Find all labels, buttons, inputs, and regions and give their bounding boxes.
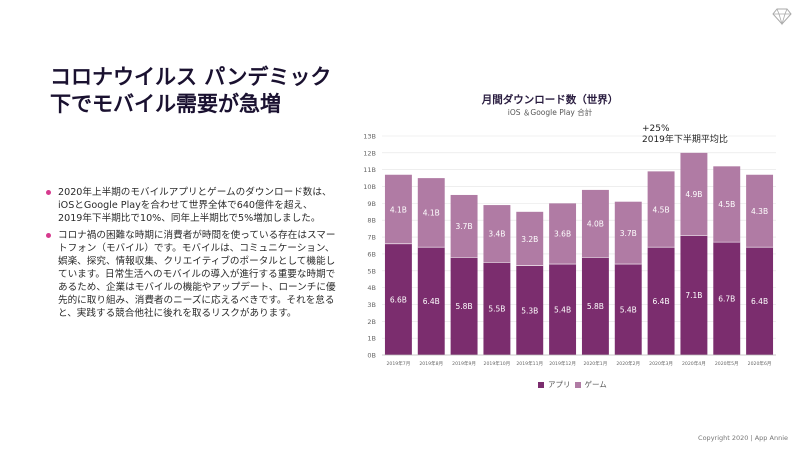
legend-swatch-game xyxy=(574,381,581,388)
slide-title-line1: コロナウイルス パンデミック xyxy=(50,65,332,89)
bar-app xyxy=(516,265,544,355)
y-tick-label: 1B xyxy=(367,335,376,343)
data-label-app: 6.4B xyxy=(751,297,768,306)
bar-game xyxy=(417,178,445,248)
y-tick-label: 3B xyxy=(367,301,376,309)
y-tick-label: 8B xyxy=(367,217,376,225)
x-tick-label: 2020年4月 xyxy=(682,360,706,367)
bar-app xyxy=(384,243,412,355)
bar-app xyxy=(450,257,478,355)
bar-game xyxy=(581,189,609,258)
slide-title-line2: 下でモバイル需要が急増 xyxy=(50,92,281,116)
data-label-game: 4.3B xyxy=(751,207,768,216)
bullet-item: 2020年上半期のモバイルアプリとゲームのダウンロード数は、iOSとGoogle… xyxy=(46,186,336,225)
data-label-game: 3.2B xyxy=(521,235,538,244)
data-label-game: 4.5B xyxy=(653,205,670,214)
x-tick-label: 2020年5月 xyxy=(715,360,739,367)
y-tick-label: 10B xyxy=(363,183,376,191)
x-tick-label: 2020年3月 xyxy=(649,360,673,367)
bar-app xyxy=(549,264,577,355)
bar-game xyxy=(516,211,544,266)
annotation-percent: +25% xyxy=(642,124,670,134)
legend-swatch-app xyxy=(538,381,544,388)
y-tick-label: 7B xyxy=(367,234,376,242)
x-tick-label: 2019年9月 xyxy=(452,360,476,367)
data-label-app: 6.6B xyxy=(390,295,407,304)
data-label-app: 6.7B xyxy=(718,295,735,304)
bar-app xyxy=(614,264,642,355)
data-label-app: 5.8B xyxy=(456,302,473,311)
y-tick-label: 5B xyxy=(367,267,376,275)
x-tick-label: 2019年8月 xyxy=(419,360,443,367)
bar-game xyxy=(713,166,741,243)
y-tick-label: 4B xyxy=(367,284,376,292)
data-label-game: 4.0B xyxy=(587,220,604,229)
bullet-item: コロナ禍の困難な時期に消費者が時間を使っている存在はスマートフォン（モバイル）で… xyxy=(46,229,336,320)
data-label-game: 4.9B xyxy=(685,190,702,199)
bar-game xyxy=(647,171,675,248)
legend-label-game: ゲーム xyxy=(584,380,607,389)
bar-game xyxy=(384,174,412,244)
bar-app xyxy=(746,247,774,355)
data-label-app: 5.4B xyxy=(554,306,571,315)
x-tick-label: 2019年7月 xyxy=(387,360,411,367)
data-label-game: 4.1B xyxy=(423,209,440,218)
x-tick-label: 2019年12月 xyxy=(549,360,576,367)
data-label-app: 6.4B xyxy=(423,297,440,306)
chart-annotation: +25% 2019年下半期平均比 xyxy=(642,124,762,146)
x-tick-label: 2019年11月 xyxy=(516,360,543,367)
copyright: Copyright 2020 | App Annie xyxy=(698,434,788,442)
y-tick-label: 11B xyxy=(363,166,376,174)
x-tick-label: 2020年6月 xyxy=(748,360,772,367)
data-label-game: 3.7B xyxy=(620,229,637,238)
slide-title: コロナウイルス パンデミック 下でモバイル需要が急増 xyxy=(50,64,360,118)
bar-app xyxy=(483,262,511,355)
y-tick-label: 2B xyxy=(367,318,376,326)
y-tick-label: 12B xyxy=(363,149,376,157)
bar-game xyxy=(483,205,511,263)
chart-legend: アプリ ゲーム xyxy=(538,379,607,390)
annotation-caption: 2019年下半期平均比 xyxy=(642,135,728,145)
x-tick-label: 2019年10月 xyxy=(484,360,511,367)
data-label-app: 5.5B xyxy=(488,305,505,314)
y-tick-label: 6B xyxy=(367,250,376,258)
data-label-game: 4.5B xyxy=(718,200,735,209)
legend-label-app: アプリ xyxy=(548,380,571,389)
y-tick-label: 0B xyxy=(367,352,376,360)
data-label-app: 5.3B xyxy=(521,306,538,315)
data-label-app: 7.1B xyxy=(685,291,702,300)
bar-game xyxy=(680,152,708,236)
chart-subtitle: iOS ＆Google Play 合計 xyxy=(507,108,593,117)
chart-title: 月間ダウンロード数（世界） xyxy=(481,94,619,106)
x-tick-label: 2020年2月 xyxy=(616,360,640,367)
data-label-game: 3.7B xyxy=(456,222,473,231)
bar-game xyxy=(746,174,774,248)
bar-app xyxy=(680,235,708,355)
y-tick-label: 13B xyxy=(363,133,376,141)
data-label-app: 5.8B xyxy=(587,302,604,311)
diamond-icon xyxy=(772,8,792,26)
bar-app xyxy=(417,247,445,355)
bar-game xyxy=(549,203,577,265)
bar-game xyxy=(450,194,478,258)
y-tick-label: 9B xyxy=(367,200,376,208)
data-label-app: 6.4B xyxy=(653,297,670,306)
bar-app xyxy=(647,247,675,355)
bullet-list: 2020年上半期のモバイルアプリとゲームのダウンロード数は、iOSとGoogle… xyxy=(46,186,336,324)
bar-app xyxy=(581,257,609,355)
x-tick-label: 2020年1月 xyxy=(584,360,608,367)
data-label-game: 4.1B xyxy=(390,205,407,214)
data-label-game: 3.4B xyxy=(488,230,505,239)
bar-app xyxy=(713,242,741,355)
data-label-app: 5.4B xyxy=(620,306,637,315)
bar-game xyxy=(614,201,642,265)
data-label-game: 3.6B xyxy=(554,230,571,239)
